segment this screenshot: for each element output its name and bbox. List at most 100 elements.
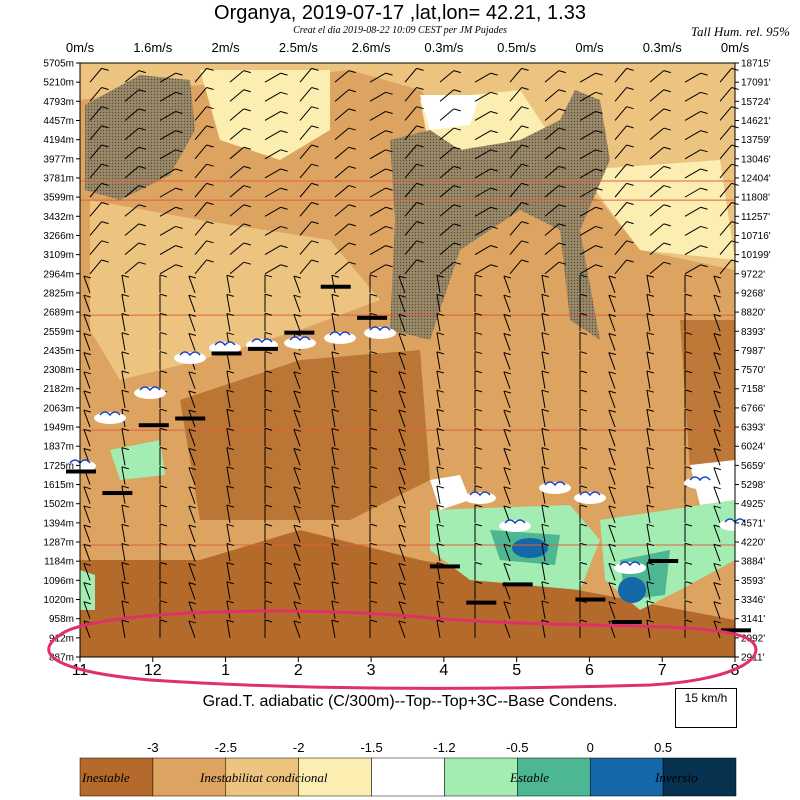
wind-barb-flag (595, 168, 603, 172)
wind-barb (474, 149, 491, 160)
legend-category-label: Inversio (654, 770, 698, 785)
wind-barb-flag (713, 543, 721, 547)
legend-tick-label: -1.5 (360, 740, 382, 755)
wind-barb (608, 275, 616, 294)
wind-barb (229, 185, 245, 198)
wind-barb-flag (608, 352, 616, 356)
x-tick-label: 3 (367, 662, 376, 679)
wind-barb (503, 295, 511, 313)
wind-barb-flag (264, 485, 273, 489)
wind-barb-flag (626, 144, 634, 148)
wind-barb (503, 333, 511, 351)
wind-barb (226, 294, 231, 313)
wind-barb (684, 149, 701, 160)
wind-barb-flag (385, 225, 393, 229)
wind-barb (404, 163, 417, 179)
y-tick-label-left: 887m (49, 653, 74, 664)
wind-barb-flag (700, 149, 708, 153)
wind-barb-flag (369, 408, 378, 412)
wind-barb-flag (558, 108, 566, 112)
wind-barb (614, 240, 627, 255)
wind-barb-flag (713, 524, 721, 528)
wind-barb-flag (331, 274, 340, 278)
wind-barb-flag (311, 144, 319, 148)
wind-barb (719, 183, 732, 198)
wind-barb-flag (646, 313, 655, 317)
wind-barb-flag (159, 293, 168, 297)
wind-barb-flag (558, 89, 566, 93)
wind-barb-flag (83, 562, 91, 566)
wind-barb (331, 466, 336, 485)
wind-barb (369, 245, 386, 256)
wind-barb (188, 505, 196, 524)
wind-barb (188, 582, 196, 600)
wind-barb (194, 87, 207, 102)
wind-barb-flag (453, 146, 461, 150)
wind-barb (404, 68, 417, 83)
wind-barb-flag (541, 274, 550, 278)
wind-barb-flag (608, 275, 616, 279)
wind-barb (398, 620, 406, 639)
y-tick-label-right: 4925' (741, 499, 765, 510)
wind-barb-flag (280, 91, 288, 95)
wind-barb-flag (503, 543, 511, 547)
wind-barb-flag (646, 600, 655, 604)
wind-barb (293, 582, 301, 600)
wind-barb (398, 333, 406, 351)
wind-barb-flag (311, 240, 319, 244)
top-wind-label: 0.3m/s (643, 40, 683, 55)
wind-barb (719, 87, 732, 102)
wind-barb (159, 130, 176, 141)
wind-barb (398, 524, 406, 543)
axes: 5705m 5210m 4793m 4457m 4194m 3977m 3781m 3599m… (43, 40, 770, 679)
wind-barb (188, 467, 196, 485)
wind-barb-flag (293, 486, 301, 490)
wind-barb-flag (595, 206, 603, 210)
wind-barb-flag (416, 87, 424, 91)
wind-barb (334, 223, 350, 236)
wind-barb (331, 600, 336, 619)
wind-barb-flag (293, 582, 301, 586)
wind-barb (398, 505, 406, 524)
wind-barb-flag (398, 371, 406, 375)
y-tick-label-right: 6024' (741, 442, 765, 453)
y-tick-label-right: 13759' (741, 135, 771, 146)
wind-barb (436, 600, 441, 619)
wind-barb (226, 581, 231, 600)
top-level-bar (138, 423, 169, 428)
wind-barb-flag (503, 390, 511, 394)
wind-barb-flag (663, 165, 671, 169)
wind-barb (713, 409, 721, 428)
x-tick-label: 12 (144, 662, 162, 679)
wind-barb-flag (226, 447, 235, 451)
wind-barb (541, 294, 546, 313)
y-tick-label-right: 10716' (741, 231, 771, 242)
wind-barb (719, 240, 732, 255)
wind-barb-flag (398, 601, 406, 605)
wind-barb-flag (579, 274, 588, 278)
wind-barb-flag (280, 225, 288, 229)
wind-barb (264, 264, 281, 275)
wind-scale-box: 15 km/h (675, 688, 737, 728)
y-tick-label-right: 8820' (741, 308, 765, 319)
wind-barb (544, 185, 560, 198)
wind-barb-flag (369, 581, 378, 584)
wind-barb (646, 390, 651, 408)
wind-barb (188, 524, 196, 543)
wind-barb-flag (684, 370, 693, 374)
wind-barb (369, 206, 386, 217)
wind-barb-flag (474, 274, 483, 278)
wind-barb-flag (700, 206, 708, 210)
wind-barb-flag (474, 312, 483, 316)
wind-barb-flag (159, 312, 168, 316)
wind-barb (436, 275, 441, 294)
wind-barb-flag (398, 543, 406, 547)
wind-barb-flag (436, 370, 445, 374)
wind-barb (684, 245, 701, 256)
y-tick-label-right: 3141' (741, 614, 765, 625)
wind-barb (188, 563, 196, 581)
wind-barb (293, 409, 301, 428)
wind-barb-flag (474, 427, 483, 431)
wind-barb (226, 620, 231, 638)
wind-barb (713, 295, 721, 313)
